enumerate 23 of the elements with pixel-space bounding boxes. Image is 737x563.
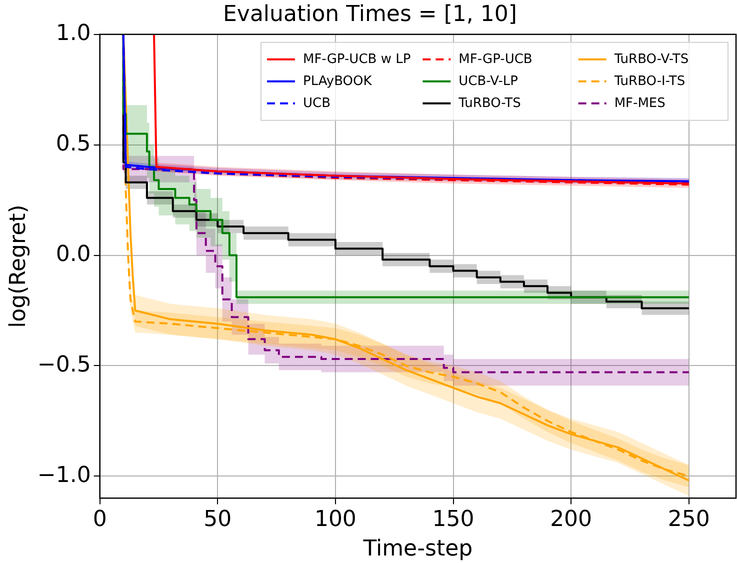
x-tick-label: 250 — [668, 507, 710, 532]
x-tick-label: 100 — [314, 507, 356, 532]
chart-title: Evaluation Times = [1, 10] — [223, 2, 517, 27]
y-tick-label: 0.5 — [56, 132, 91, 157]
legend-label: UCB-V-LP — [458, 74, 518, 89]
legend-label: PLAyBOOK — [302, 74, 372, 89]
legend-label: MF-MES — [614, 96, 666, 111]
y-tick-label: −1.0 — [37, 462, 91, 488]
x-tick-label: 150 — [432, 507, 474, 532]
x-axis-title: Time-step — [362, 536, 473, 562]
legend-label: UCB — [302, 96, 331, 111]
legend-label: TuRBO-I-TS — [613, 74, 686, 89]
y-tick-label: −0.5 — [37, 352, 91, 378]
legend-label: MF-GP-UCB w LP — [302, 52, 411, 67]
y-tick-label: 1.0 — [56, 21, 91, 46]
legend-label: MF-GP-UCB — [458, 52, 532, 67]
legend-label: TuRBO-V-TS — [613, 52, 689, 67]
y-axis-title: log(Regret) — [6, 204, 31, 328]
legend-label: TuRBO-TS — [458, 96, 521, 111]
x-tick-label: 0 — [92, 507, 107, 532]
x-tick-label: 200 — [550, 507, 592, 532]
x-tick-label: 50 — [204, 507, 232, 532]
y-tick-label: 0.0 — [56, 242, 91, 267]
